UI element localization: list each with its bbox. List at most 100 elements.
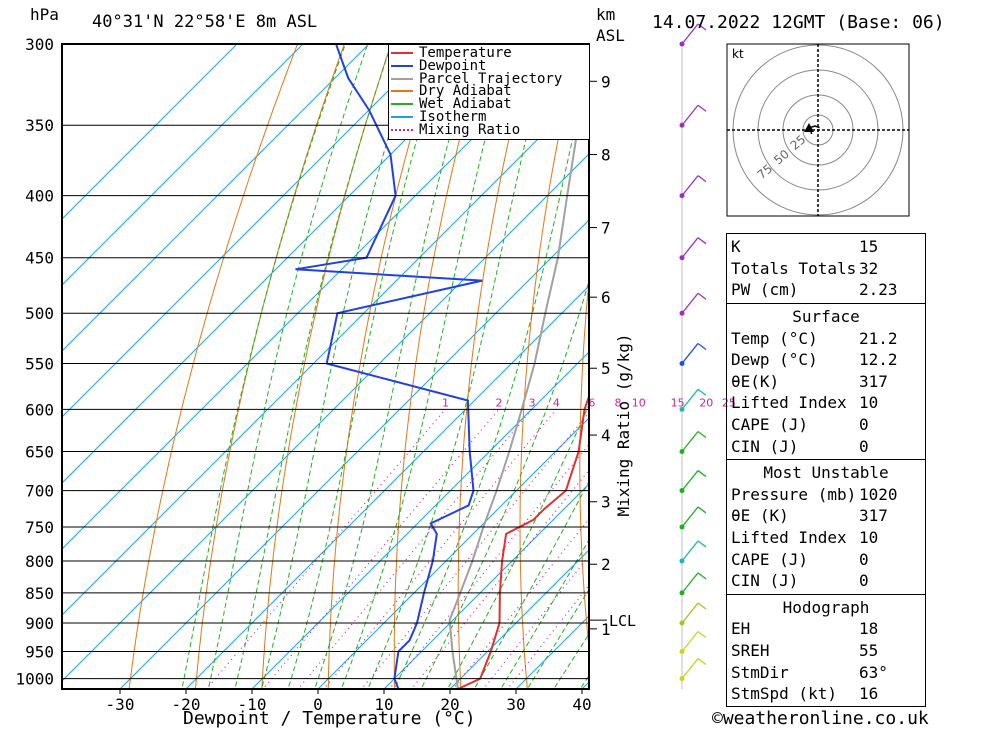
wind-barb-flag <box>697 572 707 580</box>
most-unstable-title: Most Unstable <box>763 462 889 482</box>
surface-value: 12.2 <box>859 350 898 370</box>
general-label: PW (cm) <box>731 280 799 300</box>
wet-adiabat-line <box>420 279 589 689</box>
hodo-row: SREH 55 <box>731 640 921 662</box>
isotherm-line <box>449 549 589 689</box>
pressure-tick-label: 300 <box>25 35 54 54</box>
wet-adiabat-line <box>393 64 589 689</box>
isotherm-line <box>62 44 304 286</box>
km-tick-label: 7 <box>601 219 611 238</box>
km-tick-label: 9 <box>601 72 611 91</box>
legend-entry: Temperature <box>391 45 512 61</box>
most_unstable-row: θE (K) 317 <box>731 505 921 527</box>
hodo-value: 55 <box>859 640 879 660</box>
wind-barb-staff <box>681 388 699 410</box>
wind-barb-staff <box>681 631 699 652</box>
mixing-ratio-label: 15 <box>671 396 685 409</box>
pressure-tick-label: 350 <box>25 116 54 135</box>
most_unstable-value: 1020 <box>859 484 898 504</box>
wind-barb-flag <box>697 23 707 31</box>
x-tick-label: 0 <box>313 695 323 714</box>
surface-label: Temp (°C) <box>731 328 818 348</box>
surface-row: θE(K) 317 <box>731 371 921 393</box>
hodo-label: EH <box>731 619 751 639</box>
wind-barb-flag <box>697 342 707 350</box>
legend-entry: Isotherm <box>391 109 486 125</box>
general-row: Totals Totals 32 <box>731 258 921 280</box>
surface-value: 0 <box>859 436 869 456</box>
legend-swatch <box>391 128 413 131</box>
wet-adiabat-line <box>340 44 511 689</box>
mixing-ratio-label: 25 <box>722 396 736 409</box>
most_unstable-label: CIN (J) <box>731 571 799 591</box>
legend-entry: Dewpoint <box>391 58 486 74</box>
mixing-ratio-label: 1 <box>442 396 449 409</box>
pressure-tick-label: 400 <box>25 187 54 206</box>
wind-barb-flag <box>697 540 707 548</box>
mixing-ratio-line <box>388 443 589 689</box>
legend-label: Dry Adiabat <box>419 83 512 100</box>
surface-row: Dewp (°C) 12.2 <box>731 349 921 371</box>
most_unstable-label: θE (K) <box>731 506 789 526</box>
pressure-tick-label: 950 <box>25 643 54 662</box>
pressure-tick-label: 700 <box>25 482 54 501</box>
wind-barb-flag <box>697 388 707 396</box>
legend-label: Wet Adiabat <box>419 96 512 113</box>
legend-swatch <box>391 103 413 106</box>
x-tick-label: 40 <box>572 695 591 714</box>
general-row: K 15 <box>731 236 921 258</box>
mixing-ratio-label: 8 <box>614 396 621 409</box>
wind-barb-flag <box>697 104 707 112</box>
surface-row: Lifted Index 10 <box>731 392 921 414</box>
pressure-tick-label: 550 <box>25 354 54 373</box>
surface-row: Temp (°C) 21.2 <box>731 327 921 349</box>
wind-barb-flag <box>697 175 707 183</box>
wind-barb-flag <box>697 602 707 610</box>
km-unit-label: km <box>596 5 616 24</box>
mixing-ratio-line <box>323 408 557 689</box>
dry-adiabat-line <box>952 35 1000 692</box>
hodo-value: 18 <box>859 619 879 639</box>
dry-adiabat-line <box>261 44 392 689</box>
x-tick-label: -10 <box>238 695 267 714</box>
wet-adiabat-line <box>314 44 476 689</box>
legend-swatch <box>391 116 413 118</box>
wind-barb-staff <box>681 602 699 624</box>
mixing-ratio-label: 20 <box>699 396 713 409</box>
mixing-ratio-label: 3 <box>529 396 536 409</box>
legend: Temperature Dewpoint Parcel Trajectory Dry … <box>388 44 590 140</box>
hodograph-indices: Hodograph EH 18 SREH 55 StmDir 63° StmSpd (kt)… <box>726 593 926 708</box>
general-value: 2.23 <box>859 280 898 300</box>
mixing-ratio-label: 10 <box>632 396 646 409</box>
wind-barb-staff <box>681 658 699 679</box>
pressure-tick-label: 800 <box>25 552 54 571</box>
legend-swatch <box>391 52 413 54</box>
isotherm-line <box>185 285 589 689</box>
most_unstable-value: 0 <box>859 571 869 591</box>
most-unstable-indices: Most Unstable Pressure (mb) 1020 θE (K) 317… <box>726 458 926 594</box>
km-tick-label: 6 <box>601 288 611 307</box>
surface-value: 0 <box>859 415 869 435</box>
km-tick-label: 5 <box>601 359 611 378</box>
wind-barb-flag <box>697 430 707 439</box>
mixing-ratio-axis-label: Mixing Ratio (g/kg) <box>614 333 633 517</box>
surface-value: 21.2 <box>859 328 898 348</box>
pressure-tick-label: 600 <box>25 400 54 419</box>
wind-barb-flag <box>697 506 707 514</box>
hodo-row: StmSpd (kt) 16 <box>731 683 921 705</box>
legend-label: Temperature <box>419 45 512 61</box>
hodo-label: SREH <box>731 640 770 660</box>
wet-adiabat-line <box>473 480 589 689</box>
surface-row: CIN (J) 0 <box>731 435 921 457</box>
copyright-text: ©weatheronline.co.uk <box>712 708 929 729</box>
temperature-line <box>457 393 589 689</box>
dewpoint-line <box>295 44 483 689</box>
general-label: K <box>731 237 741 257</box>
x-axis-label: Dewpoint / Temperature (°C) <box>183 708 476 729</box>
wet-adiabat-line <box>287 44 446 689</box>
hodo-value: 16 <box>859 684 879 704</box>
most_unstable-row: CAPE (J) 0 <box>731 548 921 570</box>
surface-value: 317 <box>859 371 888 391</box>
legend-entry: Dry Adiabat <box>391 83 512 100</box>
wind-barb-staff <box>681 540 699 562</box>
